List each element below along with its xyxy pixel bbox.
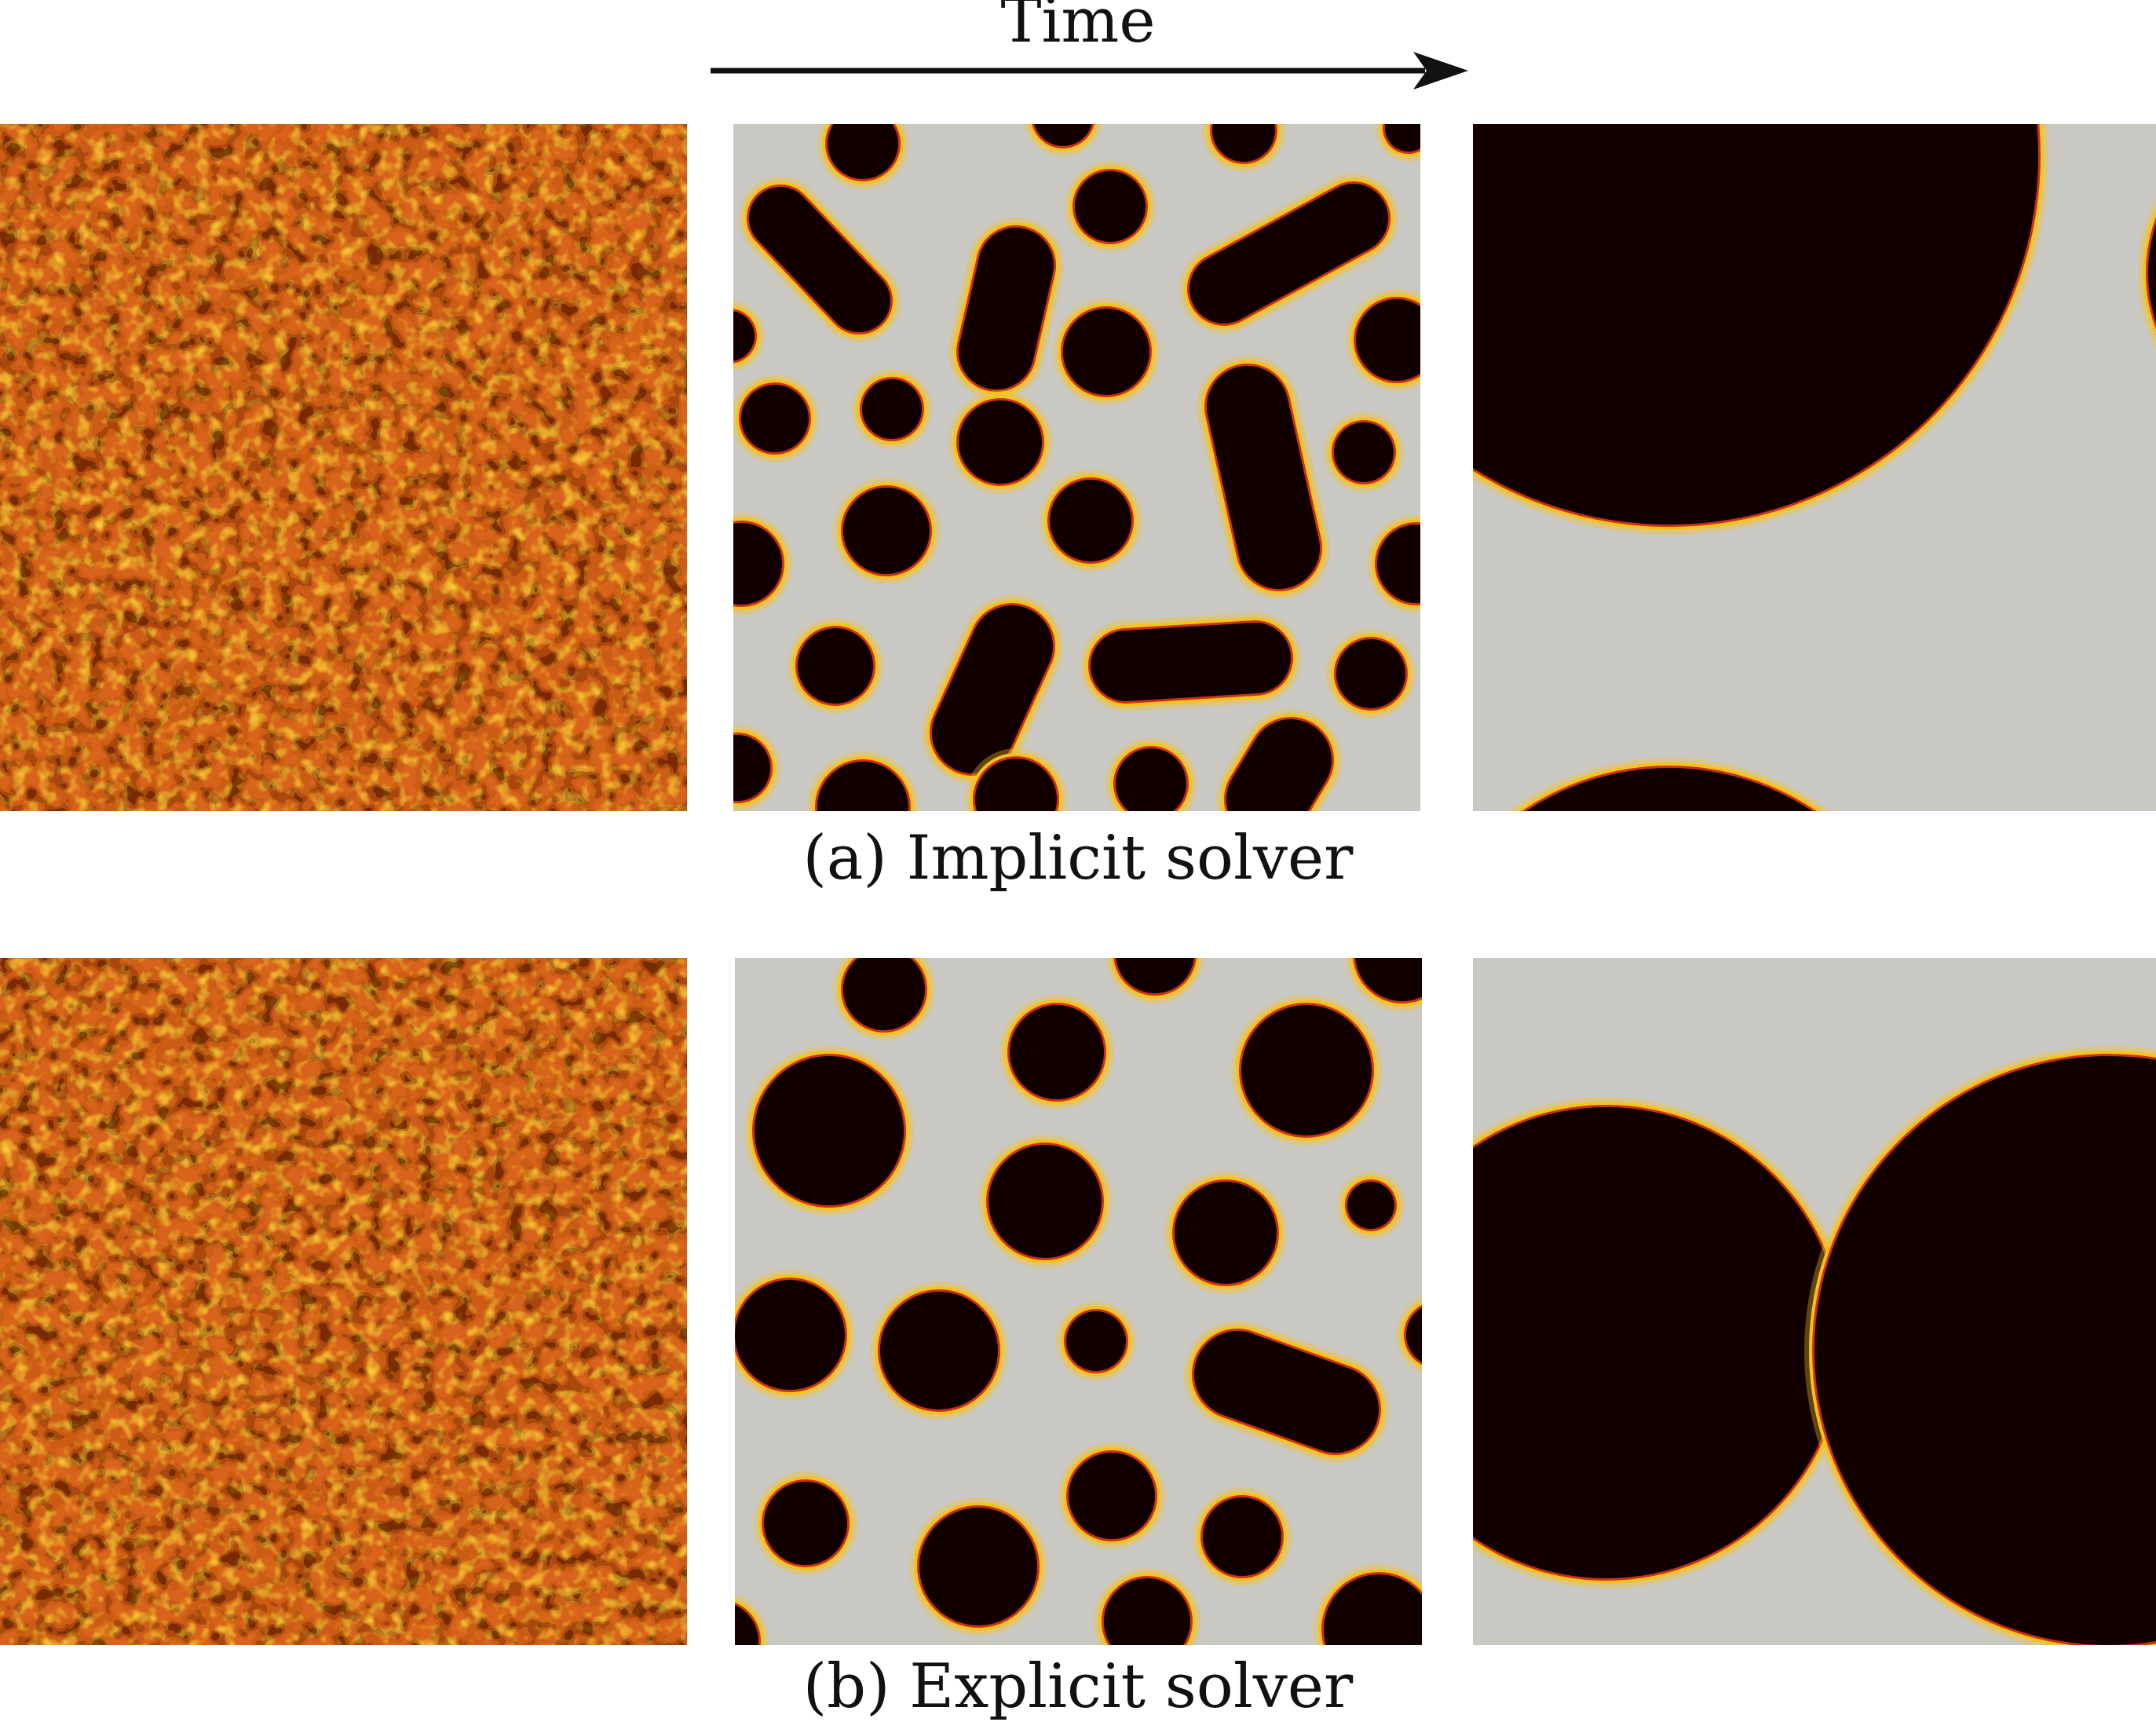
droplet	[1184, 1321, 1389, 1463]
droplet	[1216, 709, 1342, 811]
noise-field	[0, 124, 687, 811]
droplet	[1231, 995, 1382, 1146]
droplet	[1202, 124, 1285, 172]
droplet	[1193, 1487, 1292, 1586]
implicit-initial-panel	[0, 124, 687, 811]
droplet	[965, 748, 1067, 811]
droplet	[1345, 958, 1422, 1011]
droplet	[807, 751, 919, 811]
droplet	[1197, 356, 1330, 599]
droplet	[1324, 412, 1404, 492]
droplet	[1473, 124, 2048, 535]
time-label: Time	[1000, 0, 1156, 57]
explicit-late-panel	[1473, 958, 2156, 1645]
explicit-intermediate-panel	[735, 958, 1422, 1645]
droplet	[909, 1497, 1047, 1636]
droplet	[1058, 1442, 1165, 1549]
droplet	[1346, 289, 1420, 391]
droplet	[1375, 124, 1420, 162]
droplet	[870, 1281, 1008, 1420]
droplet	[922, 595, 1063, 784]
droplet	[852, 369, 932, 449]
droplet	[735, 1594, 769, 1645]
droplet	[999, 995, 1114, 1110]
droplet	[1065, 161, 1156, 252]
droplet	[735, 1270, 855, 1400]
droplet	[978, 1135, 1112, 1268]
droplet	[733, 301, 765, 371]
droplet	[833, 958, 935, 1040]
droplet	[1053, 298, 1160, 405]
droplet	[744, 1046, 914, 1216]
droplet	[1105, 958, 1204, 1004]
droplet	[1337, 1172, 1405, 1239]
droplet	[948, 390, 1052, 494]
droplet	[787, 618, 883, 714]
droplet	[1473, 1097, 1852, 1589]
droplet	[1105, 738, 1197, 811]
caption-implicit-solver: (a) Implicit solver	[802, 823, 1354, 894]
droplet	[733, 375, 819, 462]
droplet	[1164, 1172, 1287, 1294]
droplet	[739, 177, 901, 342]
explicit-initial-panel	[0, 958, 687, 1645]
droplet	[1080, 612, 1301, 711]
droplet	[948, 218, 1064, 400]
droplet	[1396, 1296, 1422, 1374]
droplet	[2138, 197, 2156, 349]
droplet	[1367, 514, 1420, 613]
droplet	[817, 124, 908, 189]
droplet	[733, 513, 792, 615]
droplet	[1094, 1568, 1200, 1645]
droplet	[754, 1472, 857, 1575]
droplet	[1179, 174, 1398, 334]
implicit-late-panel	[1473, 124, 2156, 811]
droplet	[1326, 629, 1416, 718]
droplet	[1040, 470, 1142, 572]
droplet	[833, 477, 940, 584]
time-arrow-icon	[711, 52, 1468, 90]
droplet	[1508, 758, 1830, 811]
droplet	[1024, 124, 1102, 156]
droplet	[733, 725, 780, 811]
caption-explicit-solver: (b) Explicit solver	[802, 1651, 1354, 1722]
droplet	[1314, 1564, 1422, 1645]
implicit-intermediate-panel	[733, 124, 1420, 811]
droplet	[1056, 1301, 1136, 1381]
noise-field	[0, 958, 687, 1645]
droplet	[1804, 1046, 2156, 1645]
